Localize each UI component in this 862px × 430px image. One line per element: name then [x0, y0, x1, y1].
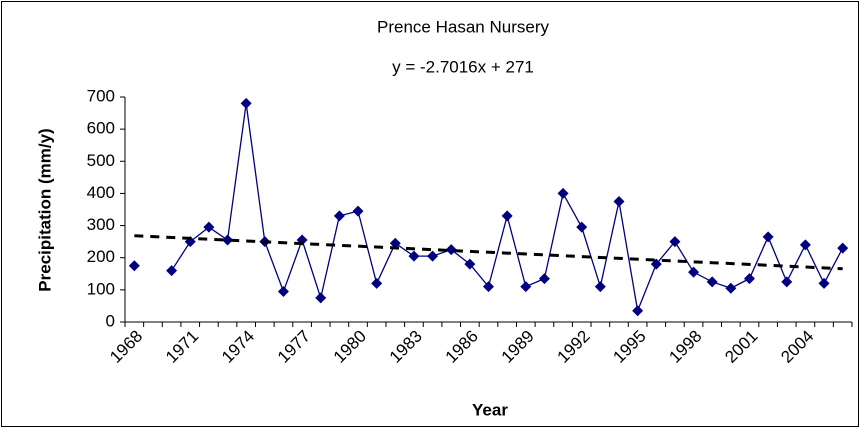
data-point [743, 273, 755, 285]
data-point [688, 266, 700, 278]
data-point [818, 277, 830, 289]
data-point [837, 242, 849, 254]
data-point [520, 281, 532, 293]
data-point [166, 265, 178, 277]
data-point [464, 258, 476, 270]
data-point [594, 281, 606, 293]
data-point [762, 231, 774, 243]
data-point [445, 244, 457, 256]
y-tick-label: 600 [87, 119, 115, 138]
data-point [725, 282, 737, 294]
y-tick-label: 300 [87, 215, 115, 234]
chart-title: Prence Hasan Nursery [377, 17, 549, 36]
y-tick-label: 500 [87, 151, 115, 170]
y-tick-label: 0 [106, 311, 115, 330]
y-tick-label: 700 [87, 86, 115, 105]
trend-equation: y = -2.7016x + 271 [392, 57, 534, 76]
y-tick-label: 100 [87, 279, 115, 298]
data-point [427, 250, 439, 262]
data-point [277, 285, 289, 297]
data-point [203, 221, 215, 233]
data-point [389, 237, 401, 249]
data-point [669, 236, 681, 248]
data-point [128, 260, 140, 272]
data-point [315, 292, 327, 304]
y-tick-label: 200 [87, 247, 115, 266]
data-point [781, 276, 793, 288]
data-point [371, 277, 383, 289]
data-point [576, 221, 588, 233]
data-point [408, 250, 420, 262]
data-point [222, 234, 234, 246]
y-axis-title: Precipitation (mm/y) [35, 128, 54, 291]
x-axis-title: Year [472, 400, 508, 419]
data-point [557, 187, 569, 199]
data-point [483, 281, 494, 293]
data-point [501, 210, 513, 222]
data-point [706, 276, 718, 288]
data-point [632, 305, 644, 317]
y-tick-label: 400 [87, 183, 115, 202]
data-point [352, 205, 364, 217]
data-point [333, 210, 345, 222]
data-point [613, 195, 625, 207]
data-point [799, 239, 811, 251]
trendline [134, 234, 843, 271]
data-point [240, 97, 252, 109]
data-point [538, 273, 550, 285]
